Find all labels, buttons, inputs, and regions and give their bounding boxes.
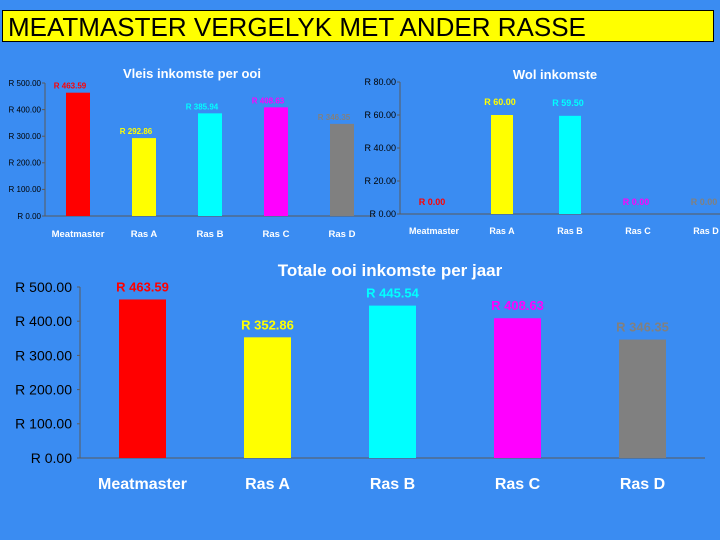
x-tick-label: Ras B	[557, 226, 583, 236]
y-tick-label: R 400.00	[9, 105, 42, 114]
y-tick-label: R 80.00	[364, 77, 396, 87]
y-tick-label: R 500.00	[9, 79, 42, 88]
bar-ras-c	[264, 107, 288, 216]
bar-ras-b	[198, 113, 222, 216]
y-tick-label: R 300.00	[9, 132, 42, 141]
x-tick-label: Ras C	[495, 476, 541, 493]
y-tick-label: R 200.00	[9, 159, 42, 168]
data-label: R 408.63	[252, 96, 285, 105]
bar-ras-b	[369, 305, 416, 458]
x-tick-label: Ras D	[693, 226, 719, 236]
y-tick-label: R 20.00	[364, 176, 396, 186]
data-label: R 346.35	[318, 113, 351, 122]
y-tick-label: R 0.00	[31, 450, 72, 466]
data-label: R 0.00	[691, 197, 718, 207]
y-tick-label: R 300.00	[15, 347, 72, 363]
x-tick-label: Ras B	[197, 229, 224, 240]
bar-ras-d	[619, 339, 666, 458]
y-tick-label: R 40.00	[364, 143, 396, 153]
x-tick-label: Ras D	[329, 229, 356, 240]
slide-title: MEATMASTER VERGELYK MET ANDER RASSE	[8, 12, 586, 42]
data-label: R 346.35	[616, 320, 669, 335]
y-tick-label: R 60.00	[364, 110, 396, 120]
bar-ras-a	[132, 138, 156, 216]
y-tick-label: R 100.00	[15, 416, 72, 432]
y-tick-label: R 0.00	[369, 209, 396, 219]
data-label: R 60.00	[484, 97, 516, 107]
x-tick-label: Ras B	[370, 476, 415, 493]
data-label: R 0.00	[419, 197, 446, 207]
data-label: R 408.63	[491, 298, 544, 313]
data-label: R 352.86	[241, 317, 294, 332]
x-tick-label: Meatmaster	[52, 229, 105, 240]
data-label: R 463.59	[116, 279, 169, 294]
bar-ras-d	[330, 123, 354, 216]
x-tick-label: Ras C	[263, 229, 290, 240]
x-tick-label: Meatmaster	[98, 476, 187, 493]
chart-title: Wol inkomste	[513, 67, 597, 82]
chart-title: Totale ooi inkomste per jaar	[278, 261, 503, 280]
bar-ras-c	[494, 318, 541, 458]
x-tick-label: Meatmaster	[409, 226, 460, 236]
x-tick-label: Ras A	[131, 229, 158, 240]
x-tick-label: Ras D	[620, 476, 665, 493]
data-label: R 292.86	[120, 127, 153, 136]
y-tick-label: R 500.00	[15, 279, 72, 295]
bar-ras-b	[559, 115, 581, 214]
bar-meatmaster	[119, 299, 166, 458]
data-label: R 385.94	[186, 102, 219, 111]
x-tick-label: Ras C	[625, 226, 651, 236]
x-tick-label: Ras A	[245, 476, 290, 493]
data-label: R 445.54	[366, 286, 420, 301]
y-tick-label: R 0.00	[17, 212, 41, 221]
x-tick-label: Ras A	[489, 226, 515, 236]
data-label: R 59.50	[552, 98, 584, 108]
bar-meatmaster	[66, 92, 90, 216]
slide-title-box: MEATMASTER VERGELYK MET ANDER RASSE	[2, 10, 714, 42]
y-tick-label: R 400.00	[15, 313, 72, 329]
bar-ras-a	[491, 115, 513, 214]
y-tick-label: R 100.00	[9, 185, 42, 194]
data-label: R 0.00	[623, 197, 650, 207]
chart-title: Vleis inkomste per ooi	[123, 66, 261, 81]
data-label: R 463.59	[54, 82, 87, 91]
y-tick-label: R 200.00	[15, 382, 72, 398]
bar-ras-a	[244, 337, 291, 458]
